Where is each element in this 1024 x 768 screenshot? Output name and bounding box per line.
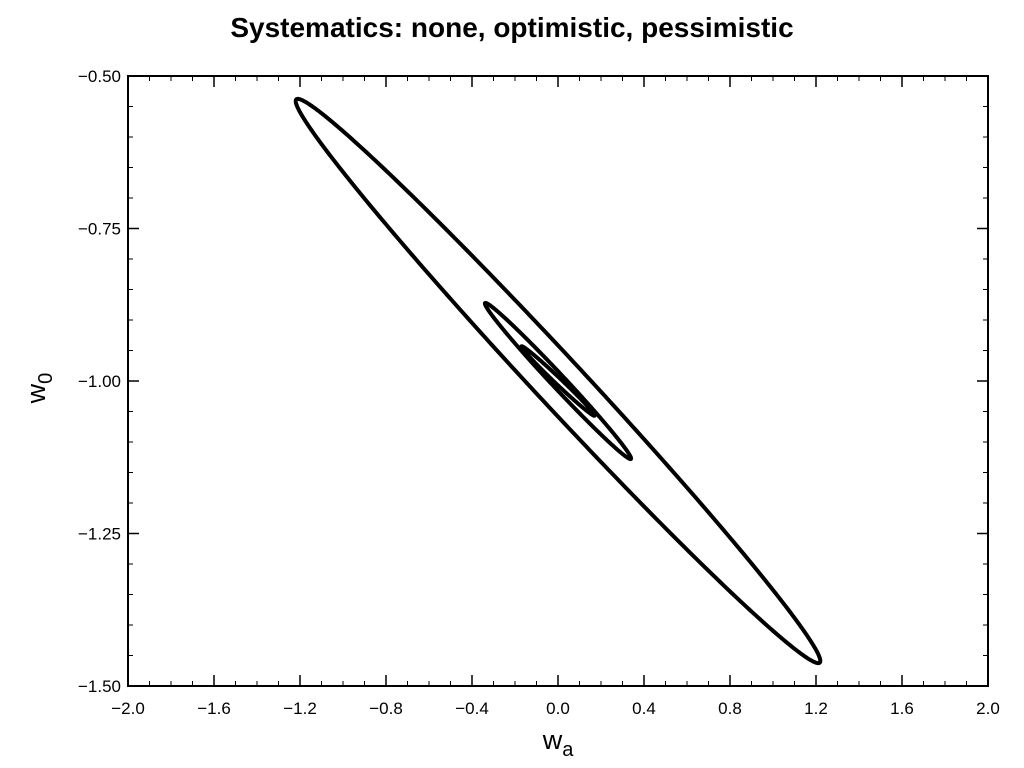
chart-title: Systematics: none, optimistic, pessimist… — [230, 12, 793, 43]
x-axis-label-main: w — [542, 725, 563, 755]
y-axis-label: w0 — [21, 373, 57, 405]
x-tick-label: −0.8 — [369, 699, 403, 718]
y-tick-label: −1.00 — [78, 372, 121, 391]
x-tick-label: 0.0 — [546, 699, 570, 718]
axis-ticks — [127, 75, 989, 687]
x-axis-label: wa — [542, 725, 575, 761]
x-tick-label: 0.8 — [718, 699, 742, 718]
y-tick-label: −1.50 — [78, 677, 121, 696]
contour-series — [293, 96, 823, 666]
y-tick-label: −0.75 — [78, 220, 121, 239]
plot-area — [127, 75, 989, 687]
contour-ellipse-1 — [293, 96, 823, 666]
x-tick-label: −1.6 — [197, 699, 231, 718]
x-tick-label: 1.6 — [890, 699, 914, 718]
x-axis-tick-labels: −2.0 −1.6 −1.2 −0.8 −0.4 0.0 0.4 0.8 1.2 1.6 2.0 — [111, 699, 1000, 718]
y-axis-label-subscript: 0 — [35, 373, 57, 384]
y-axis-tick-labels: −0.50 −0.75 −1.00 −1.25 −1.50 — [78, 67, 121, 696]
contour-ellipse-3 — [519, 344, 597, 418]
x-tick-label: 2.0 — [976, 699, 1000, 718]
x-tick-label: 1.2 — [804, 699, 828, 718]
x-tick-label: 0.4 — [632, 699, 656, 718]
x-tick-label: −1.2 — [283, 699, 317, 718]
x-tick-label: −0.4 — [455, 699, 489, 718]
x-axis-label-subscript: a — [562, 739, 574, 761]
y-axis-label-main: w — [21, 383, 51, 404]
x-tick-label: −2.0 — [111, 699, 145, 718]
plot-frame — [127, 75, 989, 687]
y-tick-label: −1.25 — [78, 525, 121, 544]
y-tick-label: −0.50 — [78, 67, 121, 86]
contour-ellipse-2 — [482, 300, 634, 462]
